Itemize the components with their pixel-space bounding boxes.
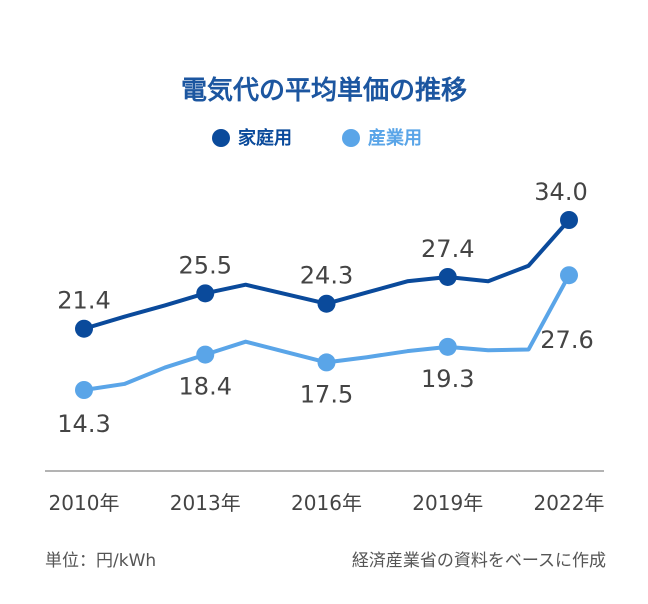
data-point-0-3 xyxy=(438,267,457,286)
x-axis-ticks: 2010年 2013年 2016年 2019年 2022年 xyxy=(49,491,605,515)
data-point-0-1 xyxy=(196,284,215,303)
x-tick-label: 2022年 xyxy=(534,491,605,515)
data-label-0-4: 34.0 xyxy=(534,178,587,206)
data-label-0-3: 27.4 xyxy=(421,235,474,263)
legend: 家庭用 産業用 xyxy=(212,127,422,149)
data-label-0-1: 25.5 xyxy=(179,251,232,279)
source-note: 経済産業省の資料をベースに作成 xyxy=(352,551,606,571)
data-point-0-0 xyxy=(75,319,93,338)
legend-marker-industrial xyxy=(342,129,360,147)
data-point-1-0 xyxy=(75,381,93,399)
data-label-1-1: 18.4 xyxy=(179,373,232,401)
data-label-1-3: 19.3 xyxy=(421,365,474,393)
data-point-1-1 xyxy=(196,345,215,364)
data-point-0-4 xyxy=(560,211,578,229)
data-label-1-0: 14.3 xyxy=(57,410,110,438)
data-label-1-4: 27.6 xyxy=(540,326,593,354)
data-point-1-3 xyxy=(438,337,457,356)
legend-marker-household xyxy=(212,129,230,147)
data-label-1-2: 17.5 xyxy=(300,380,353,408)
x-tick-label: 2013年 xyxy=(170,491,241,515)
chart-title: 電気代の平均単価の推移 xyxy=(181,75,467,106)
x-tick-label: 2016年 xyxy=(291,491,362,515)
data-label-0-0: 21.4 xyxy=(57,287,110,315)
plot-area: 21.4 25.5 24.3 27.4 34.0 14.3 18.4 17.5 19.3 27.6 xyxy=(57,178,593,438)
series-line-1 xyxy=(82,273,571,392)
data-label-0-2: 24.3 xyxy=(300,262,353,290)
data-point-0-2 xyxy=(317,294,336,313)
unit-note: 単位：円/kWh xyxy=(45,551,156,571)
data-point-1-4 xyxy=(560,266,578,285)
data-point-1-2 xyxy=(317,353,336,372)
x-tick-label: 2010年 xyxy=(49,491,120,515)
legend-label-household: 家庭用 xyxy=(238,127,292,149)
x-tick-label: 2019年 xyxy=(412,491,483,515)
legend-label-industrial: 産業用 xyxy=(368,127,422,149)
